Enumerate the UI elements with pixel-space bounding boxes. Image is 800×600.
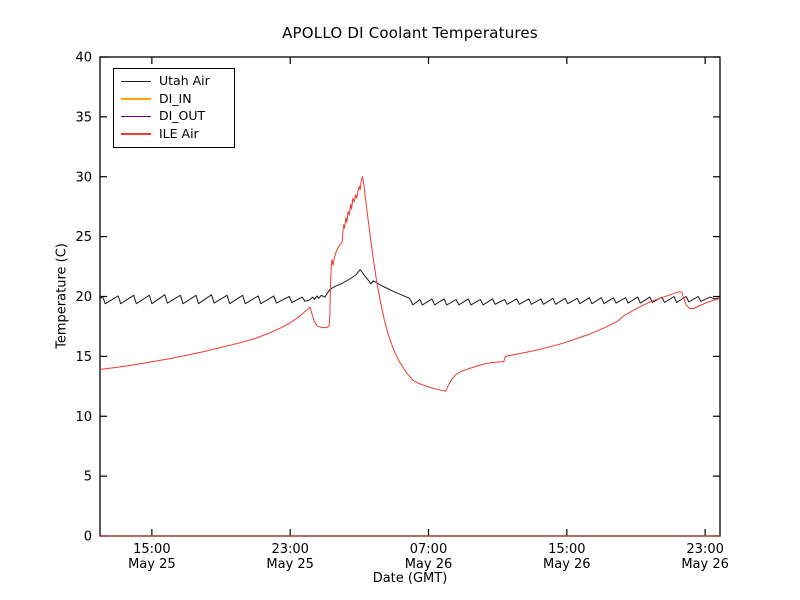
y-tick-label: 10 <box>75 410 92 425</box>
y-tick-label: 20 <box>75 290 92 305</box>
y-tick-label: 15 <box>75 350 92 365</box>
y-tick-label: 5 <box>84 470 92 485</box>
x-tick-date-label: May 26 <box>405 557 453 572</box>
y-tick-label: 40 <box>75 51 92 66</box>
x-tick-time-label: 15:00 <box>133 542 170 557</box>
legend-line-swatch-ile-air <box>121 133 151 135</box>
legend-label-ile-air: ILE Air <box>159 125 199 141</box>
y-tick-label: 0 <box>84 530 92 545</box>
x-tick-time-label: 07:00 <box>410 542 447 557</box>
legend-line-swatch-utah-air <box>121 80 151 83</box>
series-line-utah-air <box>99 269 721 306</box>
legend-label-utah-air: Utah Air <box>159 73 210 89</box>
x-tick-date-label: May 25 <box>266 557 314 572</box>
x-tick-date-label: May 26 <box>681 557 729 572</box>
x-axis-label: Date (GMT) <box>372 571 448 586</box>
x-tick-time-label: 23:00 <box>271 542 308 557</box>
x-tick-time-label: 15:00 <box>548 542 585 557</box>
series-line-ile-air <box>99 176 721 392</box>
x-tick-date-label: May 25 <box>128 557 176 572</box>
y-tick-label: 30 <box>75 170 92 185</box>
chart-title: APOLLO DI Coolant Temperatures <box>282 24 538 42</box>
y-tick-label: 25 <box>75 230 92 245</box>
legend-item-utah-air: Utah Air <box>121 75 228 88</box>
legend-item-di-out: DI_OUT <box>121 110 228 123</box>
legend: Utah Air DI_IN DI_OUT ILE Air <box>113 68 235 148</box>
legend-label-di-in: DI_IN <box>159 90 192 106</box>
y-tick-label: 35 <box>75 110 92 125</box>
x-tick-time-label: 23:00 <box>686 542 723 557</box>
x-tick-date-label: May 26 <box>543 557 591 572</box>
legend-line-swatch-di-out <box>121 115 151 118</box>
legend-label-di-out: DI_OUT <box>159 108 206 124</box>
legend-item-di-in: DI_IN <box>121 90 228 106</box>
legend-line-swatch-di-in <box>121 98 151 100</box>
y-axis-label: Temperature (C) <box>54 243 70 349</box>
legend-item-ile-air: ILE Air <box>121 125 228 141</box>
